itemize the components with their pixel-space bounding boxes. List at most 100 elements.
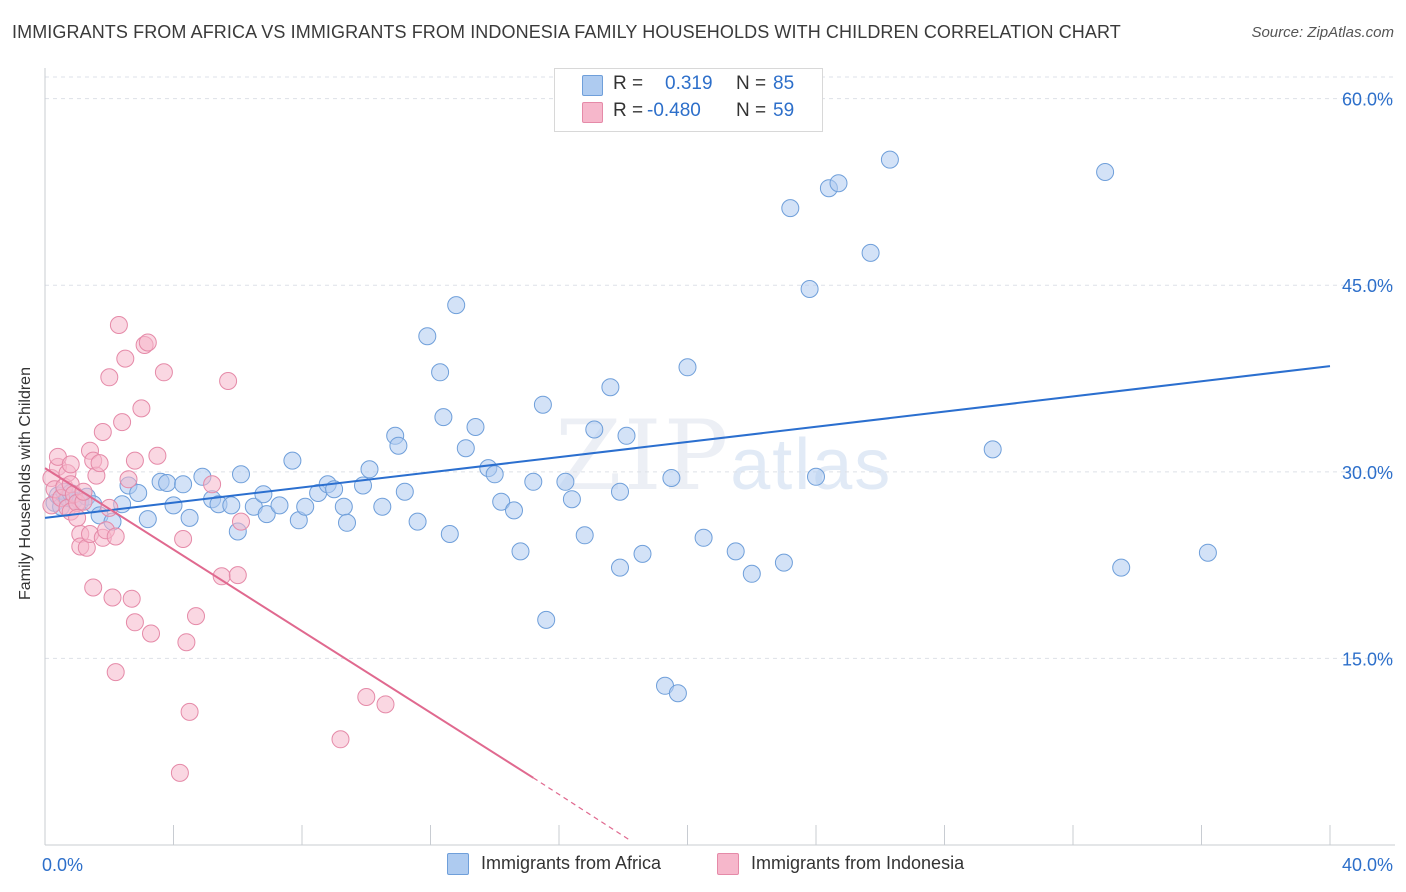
correlation-legend: R = 0.319 N = 85 R = -0.480 N = 59 bbox=[554, 68, 823, 132]
indonesia-point bbox=[106, 663, 125, 682]
watermark: ZIPatlas bbox=[555, 400, 892, 512]
indonesia-trend-line bbox=[44, 467, 534, 779]
bottom-legend-africa: Immigrants from Africa bbox=[447, 852, 707, 876]
africa-point bbox=[1198, 543, 1217, 562]
africa-point bbox=[257, 505, 276, 524]
indonesia-point bbox=[138, 333, 157, 352]
africa-point bbox=[524, 472, 543, 491]
x-tick-label: 0.0% bbox=[42, 855, 83, 875]
legend-r-label: R = bbox=[613, 100, 644, 121]
legend-n-value: 85 bbox=[773, 73, 795, 94]
africa-point bbox=[505, 501, 523, 520]
legend-swatch-indonesia bbox=[582, 102, 603, 123]
africa-trend-line bbox=[44, 365, 1331, 519]
indonesia-trend-extension bbox=[532, 777, 631, 841]
indonesia-point bbox=[109, 316, 128, 334]
bottom-legend-label-africa: Immigrants from Africa bbox=[481, 853, 662, 873]
africa-point bbox=[511, 542, 530, 561]
africa-point bbox=[222, 496, 241, 515]
africa-point bbox=[334, 497, 353, 516]
africa-point bbox=[174, 475, 193, 494]
indonesia-point bbox=[170, 763, 189, 782]
y-axis-label: Family Households with Children bbox=[17, 367, 34, 600]
africa-point bbox=[611, 482, 629, 501]
africa-point bbox=[418, 327, 437, 346]
legend-n-value: 59 bbox=[773, 100, 795, 121]
africa-point bbox=[254, 485, 273, 504]
indonesia-point bbox=[93, 423, 112, 441]
indonesia-point bbox=[219, 372, 238, 390]
africa-point bbox=[456, 439, 475, 458]
bottom-legend-indonesia: Immigrants from Indonesia bbox=[717, 852, 1007, 876]
watermark-sub: atlas bbox=[730, 425, 893, 505]
indonesia-point bbox=[331, 730, 350, 749]
africa-point bbox=[360, 460, 379, 479]
africa-point bbox=[283, 451, 302, 470]
indonesia-point bbox=[232, 512, 250, 531]
africa-point bbox=[983, 440, 1002, 459]
indonesia-point bbox=[142, 624, 160, 643]
africa-point bbox=[726, 542, 745, 561]
indonesia-point bbox=[174, 530, 193, 548]
y-tick-label: 15.0% bbox=[1342, 649, 1393, 669]
indonesia-point bbox=[84, 578, 103, 597]
africa-point bbox=[492, 492, 511, 511]
africa-point bbox=[485, 465, 504, 484]
africa-point bbox=[585, 420, 604, 439]
indonesia-point bbox=[106, 527, 125, 546]
legend-r-value: 0.319 bbox=[665, 73, 713, 94]
africa-point bbox=[668, 684, 687, 703]
legend-n-label: N = bbox=[736, 100, 767, 121]
indonesia-point bbox=[203, 475, 222, 494]
africa-point bbox=[537, 610, 556, 629]
indonesia-point bbox=[61, 455, 80, 474]
bottom-legend-swatch-indonesia bbox=[717, 853, 739, 875]
indonesia-point bbox=[68, 508, 87, 527]
y-tick-label: 60.0% bbox=[1342, 90, 1393, 110]
legend-r-value: -0.480 bbox=[647, 100, 701, 121]
indonesia-point bbox=[357, 688, 376, 706]
africa-point bbox=[232, 465, 250, 484]
indonesia-point bbox=[187, 607, 205, 626]
indonesia-point bbox=[132, 399, 151, 418]
bottom-legend-label-indonesia: Immigrants from Indonesia bbox=[751, 853, 965, 873]
legend-r-label: R = bbox=[613, 73, 644, 94]
africa-point bbox=[611, 558, 629, 577]
africa-point bbox=[562, 490, 581, 509]
africa-point bbox=[829, 174, 848, 193]
indonesia-point bbox=[119, 470, 138, 489]
y-tick-label: 45.0% bbox=[1342, 276, 1393, 296]
legend-n-label: N = bbox=[736, 73, 767, 94]
africa-point bbox=[694, 528, 713, 547]
africa-point bbox=[440, 525, 459, 543]
africa-point bbox=[601, 378, 620, 397]
indonesia-point bbox=[154, 363, 173, 382]
legend-swatch-africa bbox=[582, 75, 603, 96]
africa-point bbox=[466, 418, 485, 436]
africa-point bbox=[617, 426, 636, 445]
africa-point bbox=[807, 467, 825, 486]
africa-point bbox=[662, 469, 681, 487]
indonesia-point bbox=[125, 451, 144, 470]
chart-title: IMMIGRANTS FROM AFRICA VS IMMIGRANTS FRO… bbox=[12, 22, 1121, 42]
indonesia-point bbox=[116, 349, 135, 368]
indonesia-point bbox=[180, 702, 199, 721]
indonesia-point bbox=[122, 589, 141, 608]
africa-point bbox=[1112, 558, 1131, 577]
africa-point bbox=[270, 496, 289, 515]
africa-point bbox=[338, 513, 356, 532]
africa-point bbox=[395, 482, 414, 501]
indonesia-point bbox=[103, 588, 122, 607]
bottom-legend-swatch-africa bbox=[447, 853, 469, 875]
indonesia-point bbox=[177, 633, 196, 652]
africa-point bbox=[880, 150, 899, 169]
legend-row-africa: R = 0.319 N = 85 bbox=[555, 73, 822, 99]
africa-point bbox=[1096, 163, 1115, 181]
source-credit: Source: ZipAtlas.com bbox=[1251, 24, 1394, 41]
africa-point bbox=[678, 358, 697, 377]
africa-point bbox=[447, 296, 466, 315]
africa-point bbox=[164, 496, 183, 515]
indonesia-point bbox=[148, 446, 167, 465]
indonesia-point bbox=[113, 413, 132, 432]
